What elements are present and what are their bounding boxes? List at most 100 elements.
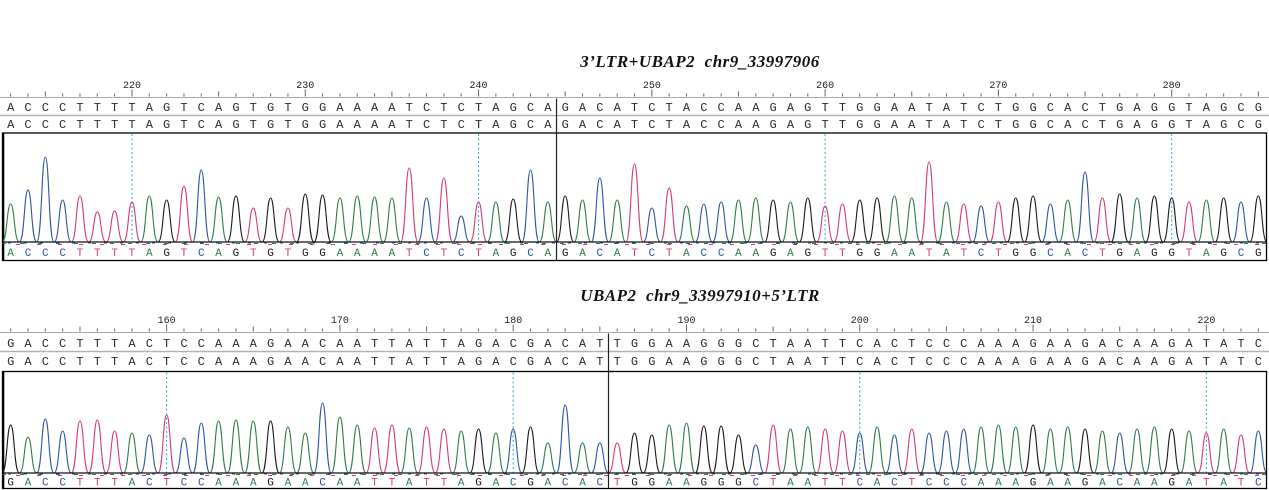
svg-text:A: A — [302, 355, 310, 369]
svg-text:A: A — [787, 478, 794, 490]
svg-text:G: G — [1029, 118, 1036, 132]
svg-text:C: C — [856, 478, 863, 490]
svg-text:A: A — [683, 355, 691, 369]
svg-text:G: G — [1168, 355, 1175, 369]
svg-text:A: A — [1064, 118, 1072, 132]
svg-text:T: T — [908, 478, 915, 490]
guide-lines — [166, 372, 1207, 473]
svg-text:T: T — [250, 248, 257, 260]
ruler-label: 250 — [643, 81, 661, 92]
svg-text:T: T — [440, 355, 447, 369]
svg-text:C: C — [648, 118, 655, 132]
svg-text:T: T — [94, 337, 101, 351]
svg-text:T: T — [423, 355, 430, 369]
svg-text:C: C — [1255, 355, 1262, 369]
svg-text:C: C — [943, 355, 950, 369]
svg-text:A: A — [683, 478, 690, 490]
svg-text:C: C — [319, 355, 326, 369]
svg-text:G: G — [267, 355, 274, 369]
svg-text:G: G — [770, 248, 777, 260]
svg-text:C: C — [24, 101, 31, 115]
svg-text:C: C — [1081, 101, 1088, 115]
svg-text:C: C — [596, 118, 603, 132]
svg-text:C: C — [458, 118, 465, 132]
svg-text:A: A — [25, 478, 32, 490]
svg-text:A: A — [371, 118, 379, 132]
svg-text:A: A — [128, 355, 136, 369]
svg-text:T: T — [1186, 248, 1193, 260]
svg-text:A: A — [354, 337, 362, 351]
svg-text:T: T — [822, 478, 829, 490]
svg-text:T: T — [770, 355, 777, 369]
svg-text:T: T — [839, 118, 846, 132]
svg-text:G: G — [631, 355, 638, 369]
svg-text:A: A — [1151, 355, 1159, 369]
svg-text:A: A — [544, 101, 552, 115]
svg-text:C: C — [42, 118, 49, 132]
svg-text:T: T — [770, 337, 777, 351]
svg-text:G: G — [856, 248, 863, 260]
svg-text:T: T — [406, 248, 413, 260]
svg-text:T: T — [111, 101, 118, 115]
svg-text:A: A — [787, 355, 795, 369]
svg-text:T: T — [925, 101, 932, 115]
svg-text:G: G — [804, 101, 811, 115]
svg-text:G: G — [804, 118, 811, 132]
svg-text:T: T — [631, 118, 638, 132]
svg-text:G: G — [267, 478, 274, 490]
svg-text:C: C — [1082, 248, 1089, 260]
trace-box — [1, 370, 1268, 490]
svg-text:C: C — [198, 101, 205, 115]
svg-text:T: T — [76, 101, 83, 115]
svg-text:C: C — [1047, 248, 1054, 260]
svg-text:A: A — [1064, 337, 1072, 351]
svg-text:T: T — [631, 248, 638, 260]
svg-text:G: G — [1029, 101, 1036, 115]
svg-text:C: C — [180, 355, 187, 369]
svg-text:T: T — [371, 355, 378, 369]
svg-text:A: A — [7, 118, 15, 132]
ruler-label: 220 — [1197, 316, 1215, 327]
svg-text:A: A — [24, 355, 32, 369]
svg-text:A: A — [995, 337, 1003, 351]
guide-lines — [131, 134, 1173, 242]
svg-text:A: A — [1012, 337, 1020, 351]
svg-text:A: A — [683, 337, 691, 351]
svg-text:C: C — [597, 248, 604, 260]
svg-text:C: C — [648, 101, 655, 115]
svg-text:A: A — [1099, 337, 1107, 351]
svg-text:A: A — [891, 101, 899, 115]
svg-text:A: A — [406, 478, 413, 490]
svg-text:G: G — [648, 355, 655, 369]
svg-text:T: T — [94, 118, 101, 132]
svg-text:C: C — [960, 478, 967, 490]
svg-text:A: A — [1134, 248, 1141, 260]
svg-text:A: A — [978, 478, 985, 490]
svg-text:T: T — [960, 248, 967, 260]
svg-text:A: A — [752, 118, 760, 132]
svg-text:T: T — [839, 248, 846, 260]
svg-text:A: A — [804, 478, 811, 490]
svg-text:A: A — [146, 101, 154, 115]
svg-text:T: T — [839, 337, 846, 351]
svg-text:G: G — [874, 248, 881, 260]
svg-text:C: C — [146, 337, 153, 351]
svg-text:A: A — [1220, 478, 1227, 490]
svg-text:G: G — [1082, 478, 1089, 490]
svg-text:T: T — [111, 248, 118, 260]
svg-text:G: G — [267, 337, 274, 351]
svg-text:T: T — [440, 118, 447, 132]
svg-text:T: T — [441, 478, 448, 490]
svg-text:A: A — [354, 101, 362, 115]
svg-text:G: G — [874, 118, 881, 132]
svg-text:T: T — [925, 118, 932, 132]
svg-text:C: C — [718, 118, 725, 132]
svg-text:G: G — [1081, 355, 1088, 369]
svg-text:A: A — [1064, 248, 1071, 260]
svg-text:A: A — [787, 248, 794, 260]
svg-text:G: G — [718, 478, 725, 490]
